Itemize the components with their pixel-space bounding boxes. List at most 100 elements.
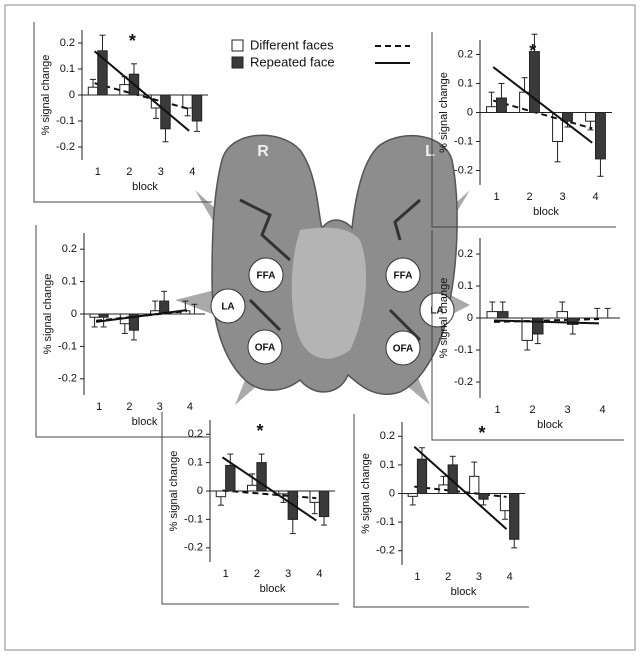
bar: [98, 313, 109, 318]
x-tick-label: 2: [445, 571, 451, 583]
bar: [478, 493, 489, 500]
x-tick-label: 4: [189, 166, 195, 178]
bar: [309, 490, 320, 503]
annotation: *: [529, 41, 536, 61]
trend-line: [492, 66, 593, 144]
bar: [416, 458, 428, 494]
y-tick-label: 0.2: [62, 243, 77, 255]
bar: [191, 94, 203, 122]
y-axis-title: % signal change: [438, 278, 450, 359]
brain-stem: [291, 227, 367, 359]
y-tick-label: -0.2: [376, 545, 395, 557]
frame: [35, 225, 209, 438]
legend-swatch: [231, 39, 244, 52]
bar: [119, 84, 130, 96]
x-tick-label: 2: [254, 568, 260, 580]
figure-border: [4, 4, 636, 651]
trend-line: [221, 456, 317, 522]
x-tick-label: 1: [414, 571, 420, 583]
y-tick-label: -0.1: [454, 344, 473, 356]
sulci: [239, 198, 422, 342]
y-tick-label: 0.1: [458, 280, 473, 292]
bar: [486, 106, 498, 113]
region-label: OFA: [393, 344, 414, 355]
x-axis-title: block: [533, 206, 559, 218]
panel: -0.2 -0.1 0 0.1 0.2 1 2 3 4 block % signal change: [431, 230, 624, 441]
bar: [89, 313, 100, 318]
x-tick-label: 2: [126, 166, 132, 178]
y-tick-label: -0.1: [56, 115, 75, 127]
annotation: *: [129, 31, 136, 51]
trend-line: [222, 489, 317, 500]
hemisphere-label: L: [425, 143, 435, 160]
x-tick-label: 4: [599, 404, 605, 416]
x-tick-label: 4: [187, 401, 193, 413]
x-tick-label: 4: [592, 191, 598, 203]
frame: [431, 32, 616, 228]
y-tick-label: -0.2: [58, 373, 77, 385]
trend-line: [414, 485, 507, 498]
legend-swatch: [231, 56, 244, 69]
bar: [486, 311, 498, 319]
x-tick-label: 3: [157, 401, 163, 413]
bar: [509, 493, 520, 540]
trend-line: [413, 445, 508, 530]
y-axis-title: % signal change: [42, 274, 54, 355]
y-tick-label: 0.1: [62, 276, 77, 288]
x-tick-label: 1: [96, 401, 102, 413]
y-axis-title: % signal change: [168, 451, 180, 532]
y-tick-label: -0.2: [184, 542, 203, 554]
region-label: LA: [430, 306, 443, 317]
frame: [33, 22, 212, 203]
panel: -0.2 -0.1 0 0.1 0.2 1 2 3 4 block % signal change *: [161, 412, 339, 605]
panel: -0.2 -0.1 0 0.1 0.2 1 2 3 4 block % signal change *: [353, 414, 529, 608]
arrow: [175, 290, 215, 315]
y-tick-label: -0.2: [454, 164, 473, 176]
y-tick-label: 0.2: [60, 37, 75, 49]
x-tick-label: 2: [526, 191, 532, 203]
trend-line: [93, 50, 190, 132]
bar: [407, 493, 418, 497]
y-tick-label: -0.1: [376, 516, 395, 528]
region-label: OFA: [255, 343, 276, 354]
bar: [497, 311, 509, 319]
x-tick-label: 3: [158, 166, 164, 178]
y-tick-label: 0: [467, 106, 473, 118]
y-tick-label: 0.1: [380, 459, 395, 471]
panel: -0.2 -0.1 0 0.1 0.2 1 2 3 4 block % signal change: [35, 225, 209, 438]
x-tick-label: 1: [494, 404, 500, 416]
frame: [353, 414, 529, 608]
trend-line: [493, 318, 600, 323]
x-tick-label: 1: [493, 191, 499, 203]
region-circle: [247, 329, 283, 365]
bar: [556, 311, 568, 319]
panel: -0.2 -0.1 0 0.1 0.2 1 2 3 4 block % signal change *: [33, 22, 212, 203]
y-tick-label: 0: [389, 487, 395, 499]
x-tick-label: 3: [476, 571, 482, 583]
annotation: *: [256, 421, 263, 441]
y-tick-label: 0.1: [458, 77, 473, 89]
bar: [469, 475, 480, 494]
y-tick-label: 0: [197, 485, 203, 497]
legend: Different faces Repeated face: [231, 37, 410, 69]
y-tick-label: 0.2: [380, 430, 395, 442]
y-tick-label: 0.2: [188, 428, 203, 440]
y-tick-label: 0: [69, 89, 75, 101]
region-label: FFA: [394, 271, 413, 282]
bar: [562, 112, 573, 122]
x-tick-label: 1: [223, 568, 229, 580]
trend-line: [493, 319, 600, 325]
bar: [318, 490, 330, 518]
bar: [87, 86, 99, 96]
bar: [595, 112, 606, 160]
x-axis-title: block: [451, 586, 477, 598]
x-axis-title: block: [260, 583, 286, 595]
region-circle: [210, 288, 246, 324]
region-circle: [419, 292, 455, 328]
trend-line: [94, 82, 190, 110]
bar: [496, 97, 507, 113]
y-axis-title: % signal change: [360, 453, 372, 534]
y-tick-label: -0.2: [56, 141, 75, 153]
